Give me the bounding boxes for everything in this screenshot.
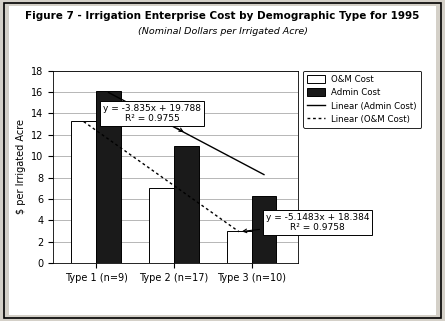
- Bar: [227, 231, 251, 263]
- Text: y = -3.835x + 19.788
R² = 0.9755: y = -3.835x + 19.788 R² = 0.9755: [103, 104, 201, 132]
- Y-axis label: $ per Irrigated Acre: $ per Irrigated Acre: [16, 119, 26, 214]
- Bar: [174, 145, 199, 263]
- Text: (Nominal Dollars per Irrigated Acre): (Nominal Dollars per Irrigated Acre): [138, 27, 307, 36]
- Bar: [251, 196, 276, 263]
- Bar: [71, 121, 96, 263]
- Text: y = -5.1483x + 18.384
R² = 0.9758: y = -5.1483x + 18.384 R² = 0.9758: [243, 213, 369, 233]
- Bar: [96, 91, 121, 263]
- Bar: [149, 188, 174, 263]
- Text: Figure 7 - Irrigation Enterprise Cost by Demographic Type for 1995: Figure 7 - Irrigation Enterprise Cost by…: [25, 11, 420, 21]
- Legend: O&M Cost, Admin Cost, Linear (Admin Cost), Linear (O&M Cost): O&M Cost, Admin Cost, Linear (Admin Cost…: [303, 71, 421, 128]
